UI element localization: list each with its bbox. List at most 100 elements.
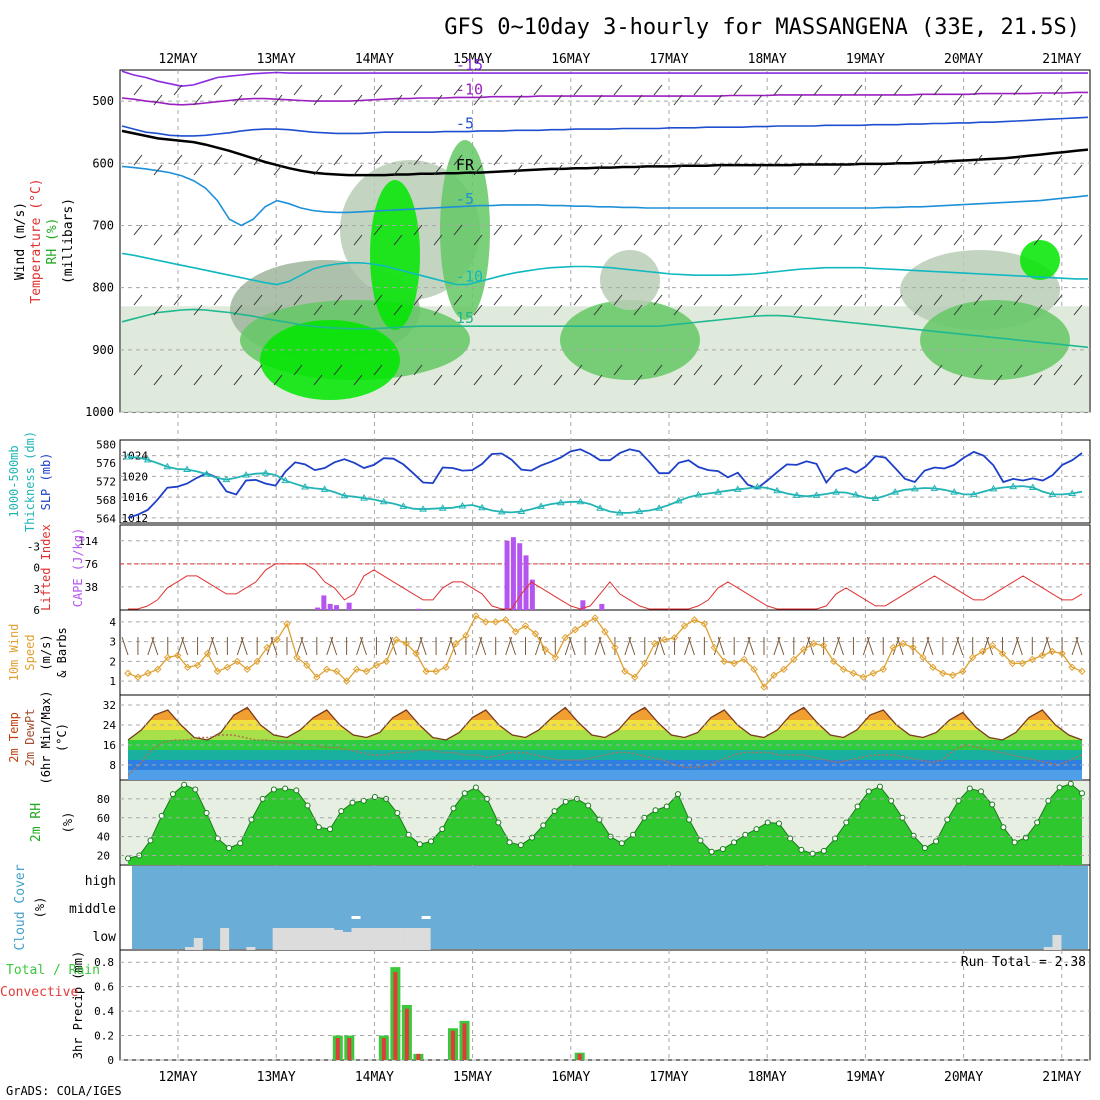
wind-barb xyxy=(313,164,323,176)
wind-barb xyxy=(1013,154,1023,166)
wind-barb xyxy=(953,234,963,246)
thickness-marker xyxy=(537,502,545,509)
wind-barb xyxy=(453,154,463,166)
wind-barb xyxy=(753,304,763,316)
pressure-tick: 900 xyxy=(92,343,114,357)
thickness-marker xyxy=(419,505,427,512)
cloud-mid-bar xyxy=(421,916,431,919)
rh-marker xyxy=(910,832,917,839)
wind-barb xyxy=(633,374,643,386)
wind-barb xyxy=(913,94,923,106)
li-tick: -3 xyxy=(27,540,40,553)
wind-barb xyxy=(151,636,159,656)
wind-barb xyxy=(553,164,563,176)
wind-barb xyxy=(1033,94,1043,106)
rh-marker xyxy=(820,847,827,854)
wind-barb xyxy=(813,364,823,376)
wind-marker xyxy=(164,653,172,662)
li-tick: 0 xyxy=(33,562,40,575)
wind-marker xyxy=(392,635,401,644)
wind-marker xyxy=(521,622,530,630)
y-axis-label: Temperature (°C) xyxy=(29,178,44,303)
wind-barb xyxy=(673,164,683,176)
wind-marker xyxy=(501,616,510,624)
wind-barb xyxy=(913,164,923,176)
cloud-level-label: middle xyxy=(69,902,116,917)
wind-barb xyxy=(953,304,963,316)
wind-marker xyxy=(352,665,361,674)
wind-barb xyxy=(973,364,983,376)
thickness-marker xyxy=(458,501,467,509)
wind-marker xyxy=(1038,651,1046,660)
rh-marker xyxy=(876,783,883,790)
cloud-low-bar xyxy=(351,928,361,950)
wind-barb xyxy=(413,154,423,166)
rh-marker xyxy=(731,839,738,846)
cloud-low-bar xyxy=(386,928,396,950)
rh-marker xyxy=(282,785,289,792)
cape-bar xyxy=(321,595,327,610)
wind-marker xyxy=(342,677,351,685)
wind-barb xyxy=(733,364,743,376)
wind-tick: 3 xyxy=(109,636,116,649)
wind-barb xyxy=(273,304,283,316)
rh-marker xyxy=(147,837,154,844)
rh-marker xyxy=(315,824,322,831)
wind-barb xyxy=(613,154,623,166)
wind-barb xyxy=(613,224,623,236)
wind-barb xyxy=(573,154,583,166)
wind-barb xyxy=(493,364,503,376)
wind-barb xyxy=(393,164,403,176)
wind-barb xyxy=(513,234,523,246)
wind-barb xyxy=(313,234,323,246)
wind-barb xyxy=(513,304,523,316)
wind-barb xyxy=(956,636,964,656)
wind-barb xyxy=(513,164,523,176)
rh-marker xyxy=(181,781,188,788)
wind-barb xyxy=(473,164,483,176)
wind-barb xyxy=(653,294,663,306)
cloud-low-bar xyxy=(193,938,203,950)
wind-barb xyxy=(453,294,463,306)
wind-marker xyxy=(770,671,778,679)
cloud-low-bar xyxy=(290,928,300,950)
wind-barb xyxy=(933,294,943,306)
wind-marker xyxy=(332,667,341,675)
wind-barb xyxy=(513,374,523,386)
li-tick: 6 xyxy=(33,604,40,617)
wind-barb xyxy=(833,94,843,106)
wind-barb xyxy=(333,84,343,96)
wind-barb xyxy=(893,364,903,376)
wind-barb xyxy=(453,224,463,236)
rh-marker xyxy=(966,785,973,792)
rh-marker xyxy=(1011,839,1018,846)
wind-marker xyxy=(581,620,589,628)
wind-barb xyxy=(210,636,218,656)
wind-marker xyxy=(173,651,182,660)
wind-marker xyxy=(790,655,798,664)
y-axis-label: 3hr Precip (mm) xyxy=(71,951,85,1059)
thickness-marker xyxy=(635,507,644,514)
cloud-low-bar xyxy=(377,928,387,950)
wind-barb xyxy=(153,234,163,246)
wind-barb xyxy=(513,94,523,106)
wind-barb xyxy=(933,364,943,376)
wind-barb xyxy=(413,364,423,376)
wind-marker xyxy=(442,663,450,672)
rh-marker xyxy=(955,797,962,804)
wind-marker xyxy=(402,639,410,648)
wind-barb xyxy=(873,234,883,246)
rh-marker xyxy=(125,855,131,862)
cape-bar xyxy=(327,603,333,610)
precip-conv-bar xyxy=(381,1038,386,1060)
wind-marker xyxy=(859,673,868,681)
thickness-marker xyxy=(301,483,309,490)
wind-barb xyxy=(253,224,263,236)
wind-barb xyxy=(133,224,143,236)
y-axis-label: RH (%) xyxy=(45,218,60,265)
y-axis-label: Total / Rain xyxy=(6,963,100,978)
cape-bar xyxy=(599,603,605,610)
date-label-bottom: 19MAY xyxy=(846,1070,885,1085)
thickness-marker xyxy=(163,462,172,470)
date-label-bottom: 14MAY xyxy=(355,1070,394,1085)
